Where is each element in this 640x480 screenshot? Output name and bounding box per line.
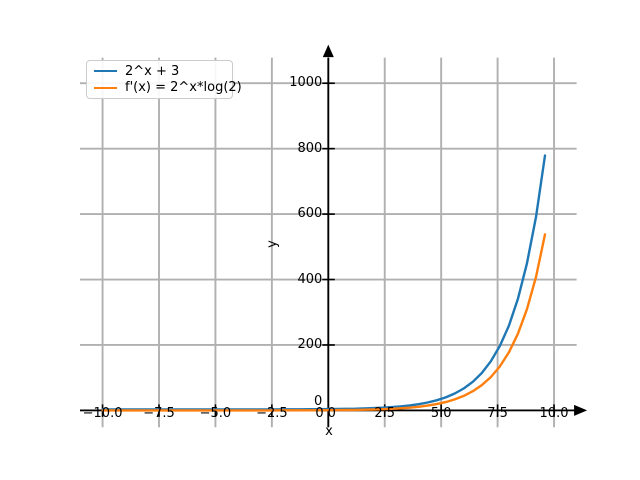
y-tick-label: 600 <box>297 206 323 222</box>
legend-line-swatch <box>94 86 117 90</box>
series-line-1 <box>101 233 547 412</box>
y-tick-label: 800 <box>297 140 323 156</box>
x-tick-label: −7.5 <box>143 406 175 421</box>
x-axis-arrow-icon <box>574 404 588 416</box>
legend-entry-label: f'(x) = 2^x*log(2) <box>125 80 242 96</box>
legend: 2^x + 3 f'(x) = 2^x*log(2) <box>86 60 242 99</box>
legend-entry: 2^x + 3 <box>94 64 225 79</box>
legend-entry-label: 2^x + 3 <box>125 63 180 79</box>
x-tick-label: 2.5 <box>374 406 396 421</box>
series-line-0 <box>101 154 547 411</box>
y-axis-label: y <box>265 240 280 248</box>
y-tick-label: 0 <box>314 393 323 409</box>
legend-line-swatch <box>94 69 117 73</box>
x-tick-label: 5.0 <box>430 406 452 421</box>
x-tick-label: −5.0 <box>199 406 232 421</box>
x-tick-label: 0 <box>327 406 336 421</box>
y-tick-label: 1000 <box>289 75 323 91</box>
y-tick-label: 400 <box>297 271 323 287</box>
x-tick-label: −2.5 <box>256 406 288 421</box>
x-tick-label: 10.0 <box>539 406 569 421</box>
y-tick-label: 200 <box>297 336 323 352</box>
x-tick-label: 7.5 <box>487 406 508 421</box>
x-axis-label: x <box>325 424 333 439</box>
y-axis-arrow-icon <box>322 44 334 58</box>
x-tick-label: −10.0 <box>82 406 123 421</box>
legend-entry: f'(x) = 2^x*log(2) <box>94 80 242 95</box>
origin-zero-label: 0 <box>315 406 324 421</box>
